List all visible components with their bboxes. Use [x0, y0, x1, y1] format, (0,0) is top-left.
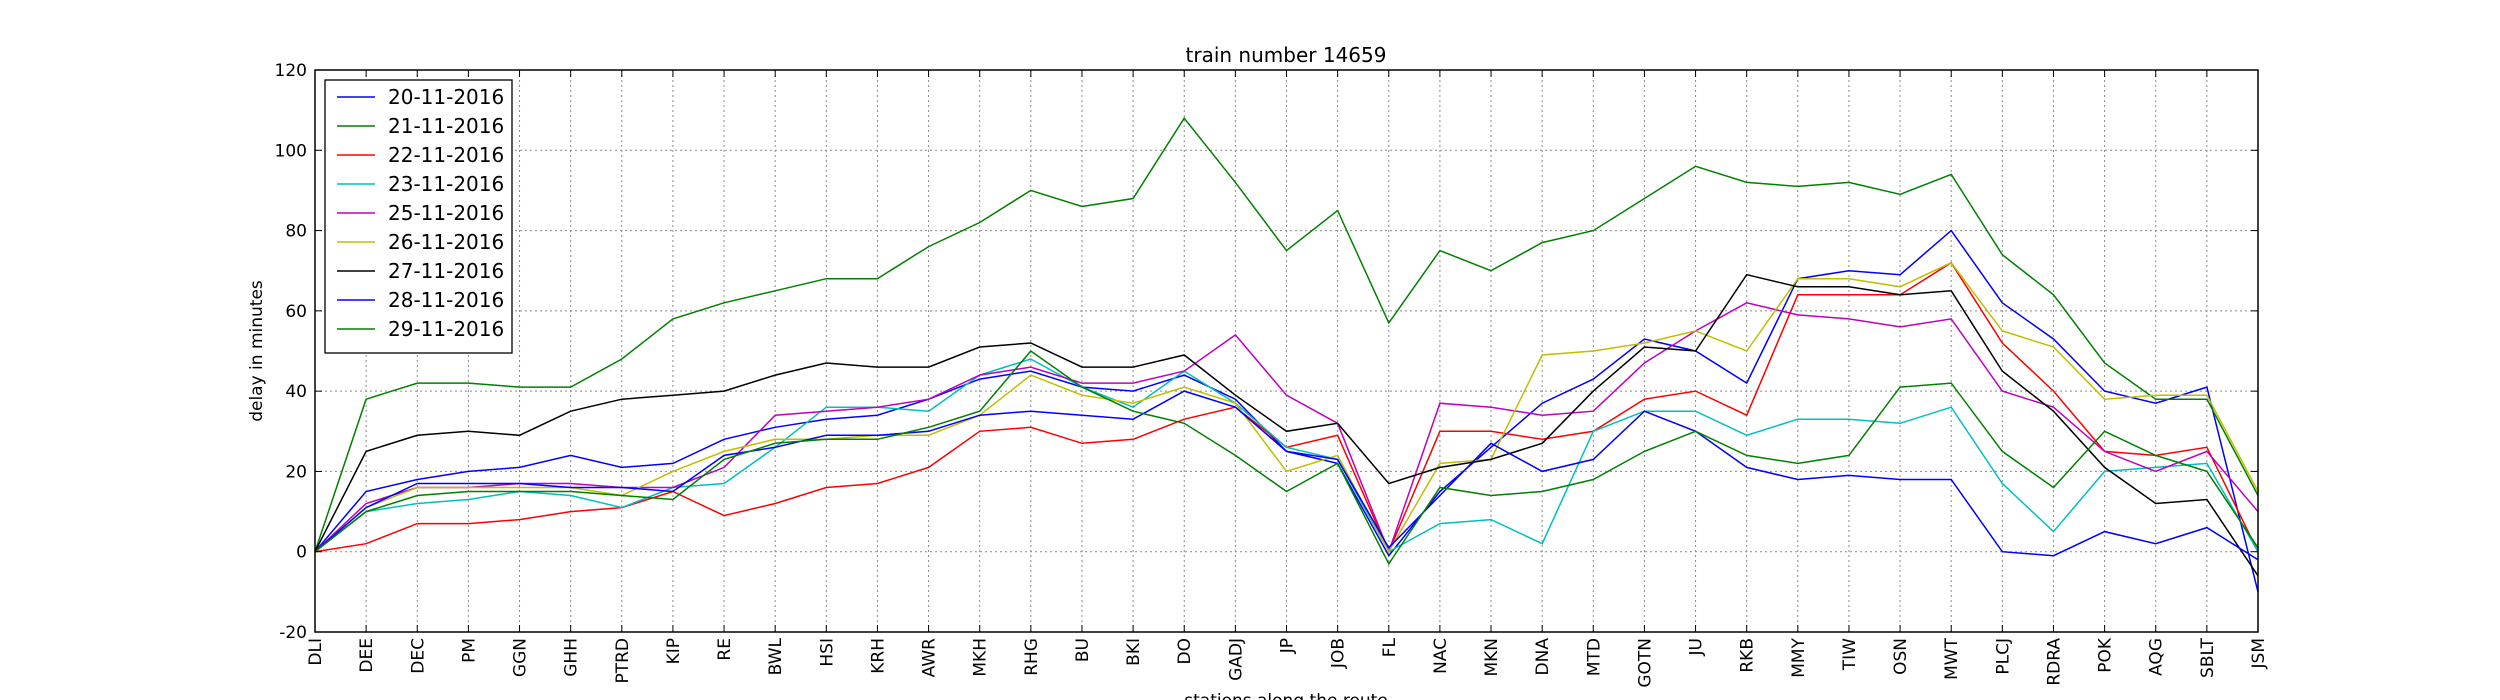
x-tick-label: DNA	[1533, 638, 1553, 676]
legend-label: 23-11-2016	[388, 172, 504, 196]
x-tick-label: PTRD	[613, 638, 633, 684]
x-tick-label: KRH	[868, 638, 888, 674]
y-tick-label: 100	[275, 141, 307, 161]
series-lines	[314, 116, 2259, 593]
x-tick-label: POK	[2096, 637, 2116, 673]
y-tick-label: 20	[285, 462, 307, 482]
legend-label: 27-11-2016	[388, 259, 504, 283]
x-tick-label: RE	[715, 638, 735, 661]
y-tick-label: 0	[296, 543, 307, 563]
x-tick-label: SBLT	[2198, 637, 2218, 678]
legend-label: 28-11-2016	[388, 288, 504, 312]
x-tick-label: MMY	[1789, 637, 1809, 677]
x-tick-label: JOB	[1329, 638, 1349, 669]
x-tick-label: MWT	[1942, 637, 1962, 679]
legend-label: 29-11-2016	[388, 317, 504, 341]
x-tick-label: GHH	[562, 638, 582, 677]
legend-label: 20-11-2016	[388, 85, 504, 109]
x-tick-label: BU	[1073, 638, 1093, 662]
x-tick-label: GADJ	[1226, 638, 1246, 681]
y-tick-label: 120	[275, 61, 307, 81]
series-line	[314, 261, 2259, 554]
x-tick-label: NAC	[1431, 638, 1451, 674]
legend-label: 21-11-2016	[388, 114, 504, 138]
y-tick-label: 40	[285, 382, 307, 402]
x-tick-label: RHG	[1022, 638, 1042, 676]
x-tick-label: JSM	[2249, 638, 2269, 669]
x-tick-label: JU	[1687, 638, 1707, 656]
series-line	[314, 349, 2259, 566]
x-tick-label: AQG	[2147, 638, 2167, 676]
y-tick-label: 60	[285, 302, 307, 322]
x-tick-label: GOTN	[1635, 638, 1655, 688]
series-line	[314, 116, 2259, 552]
x-tick-label: TIW	[1840, 638, 1860, 671]
x-tick-label: DEE	[357, 638, 377, 673]
x-tick-label: MKN	[1482, 638, 1502, 677]
series-line	[314, 390, 2259, 561]
y-axis-label: delay in minutes	[247, 280, 267, 422]
x-tick-label: GGN	[511, 638, 531, 677]
series-line	[314, 358, 2259, 553]
axis-ticks: -20 0 20 40 60 80 100 120 DLI DEE DEC PM GGN GHH PTRD K…	[275, 61, 2269, 688]
x-tick-label: MKH	[971, 638, 991, 677]
legend-label: 22-11-2016	[388, 143, 504, 167]
y-tick-label: 80	[285, 222, 307, 242]
legend: 20-11-2016 21-11-2016 22-11-2016 23-11-2016…	[324, 79, 513, 354]
legend-label: 26-11-2016	[388, 230, 504, 254]
legend-label: 25-11-2016	[388, 201, 504, 225]
y-tick-label: -20	[279, 623, 307, 643]
x-tick-label: AWR	[920, 638, 940, 678]
chart-title: train number 14659	[1186, 43, 1387, 67]
x-tick-label: HSI	[817, 638, 837, 667]
x-tick-label: PLCJ	[1993, 638, 2013, 675]
x-tick-label: PM	[459, 638, 479, 663]
x-tick-label: DEC	[408, 638, 428, 674]
x-tick-label: BWL	[766, 637, 786, 675]
x-axis-label: stations along the route	[1184, 691, 1388, 700]
x-tick-label: BKI	[1124, 638, 1144, 666]
x-tick-label: OSN	[1891, 638, 1911, 675]
x-tick-label: RKB	[1738, 638, 1758, 673]
x-tick-label: FL	[1380, 637, 1400, 657]
x-tick-label: JP	[1278, 638, 1298, 654]
x-tick-label: MTD	[1584, 638, 1604, 676]
x-tick-label: RDRA	[2044, 638, 2064, 686]
series-line	[314, 273, 2259, 577]
x-tick-label: DLI	[306, 638, 326, 666]
x-tick-label: DO	[1175, 638, 1195, 664]
x-tick-label: KIP	[664, 638, 684, 664]
